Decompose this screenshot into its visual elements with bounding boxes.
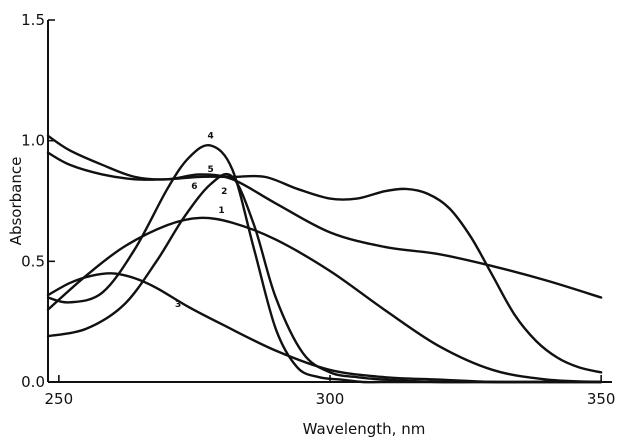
x-tick-label: 250: [45, 390, 74, 408]
curves: [46, 134, 603, 384]
axes: [47, 20, 612, 383]
curve-label-3: 3: [175, 300, 181, 310]
y-tick-label: 0.0: [21, 373, 45, 391]
y-tick-label: 0.5: [21, 252, 45, 270]
curve-label-4: 4: [208, 131, 214, 141]
y-tick-label: 1.0: [21, 132, 45, 150]
curve-6: [46, 151, 603, 374]
curve-3: [46, 272, 603, 384]
curve-4: [46, 143, 603, 384]
ticks: 250 300 350 0.0 0.5 1.0 1.5: [21, 11, 615, 408]
x-axis-title: Wavelength, nm: [303, 420, 426, 438]
x-tick-label: 350: [587, 390, 616, 408]
curve-label-6: 6: [191, 182, 197, 192]
x-tick-label: 300: [316, 390, 345, 408]
curve-label-2: 2: [221, 187, 227, 197]
y-tick-label: 1.5: [21, 11, 45, 29]
y-axis-title: Absorbance: [7, 157, 25, 246]
curve-1: [46, 216, 603, 384]
curve-label-5: 5: [208, 165, 214, 175]
curve-5: [46, 134, 603, 299]
curve-label-1: 1: [218, 206, 224, 216]
curve-labels: 1 2 3 4 5 6: [175, 131, 227, 310]
